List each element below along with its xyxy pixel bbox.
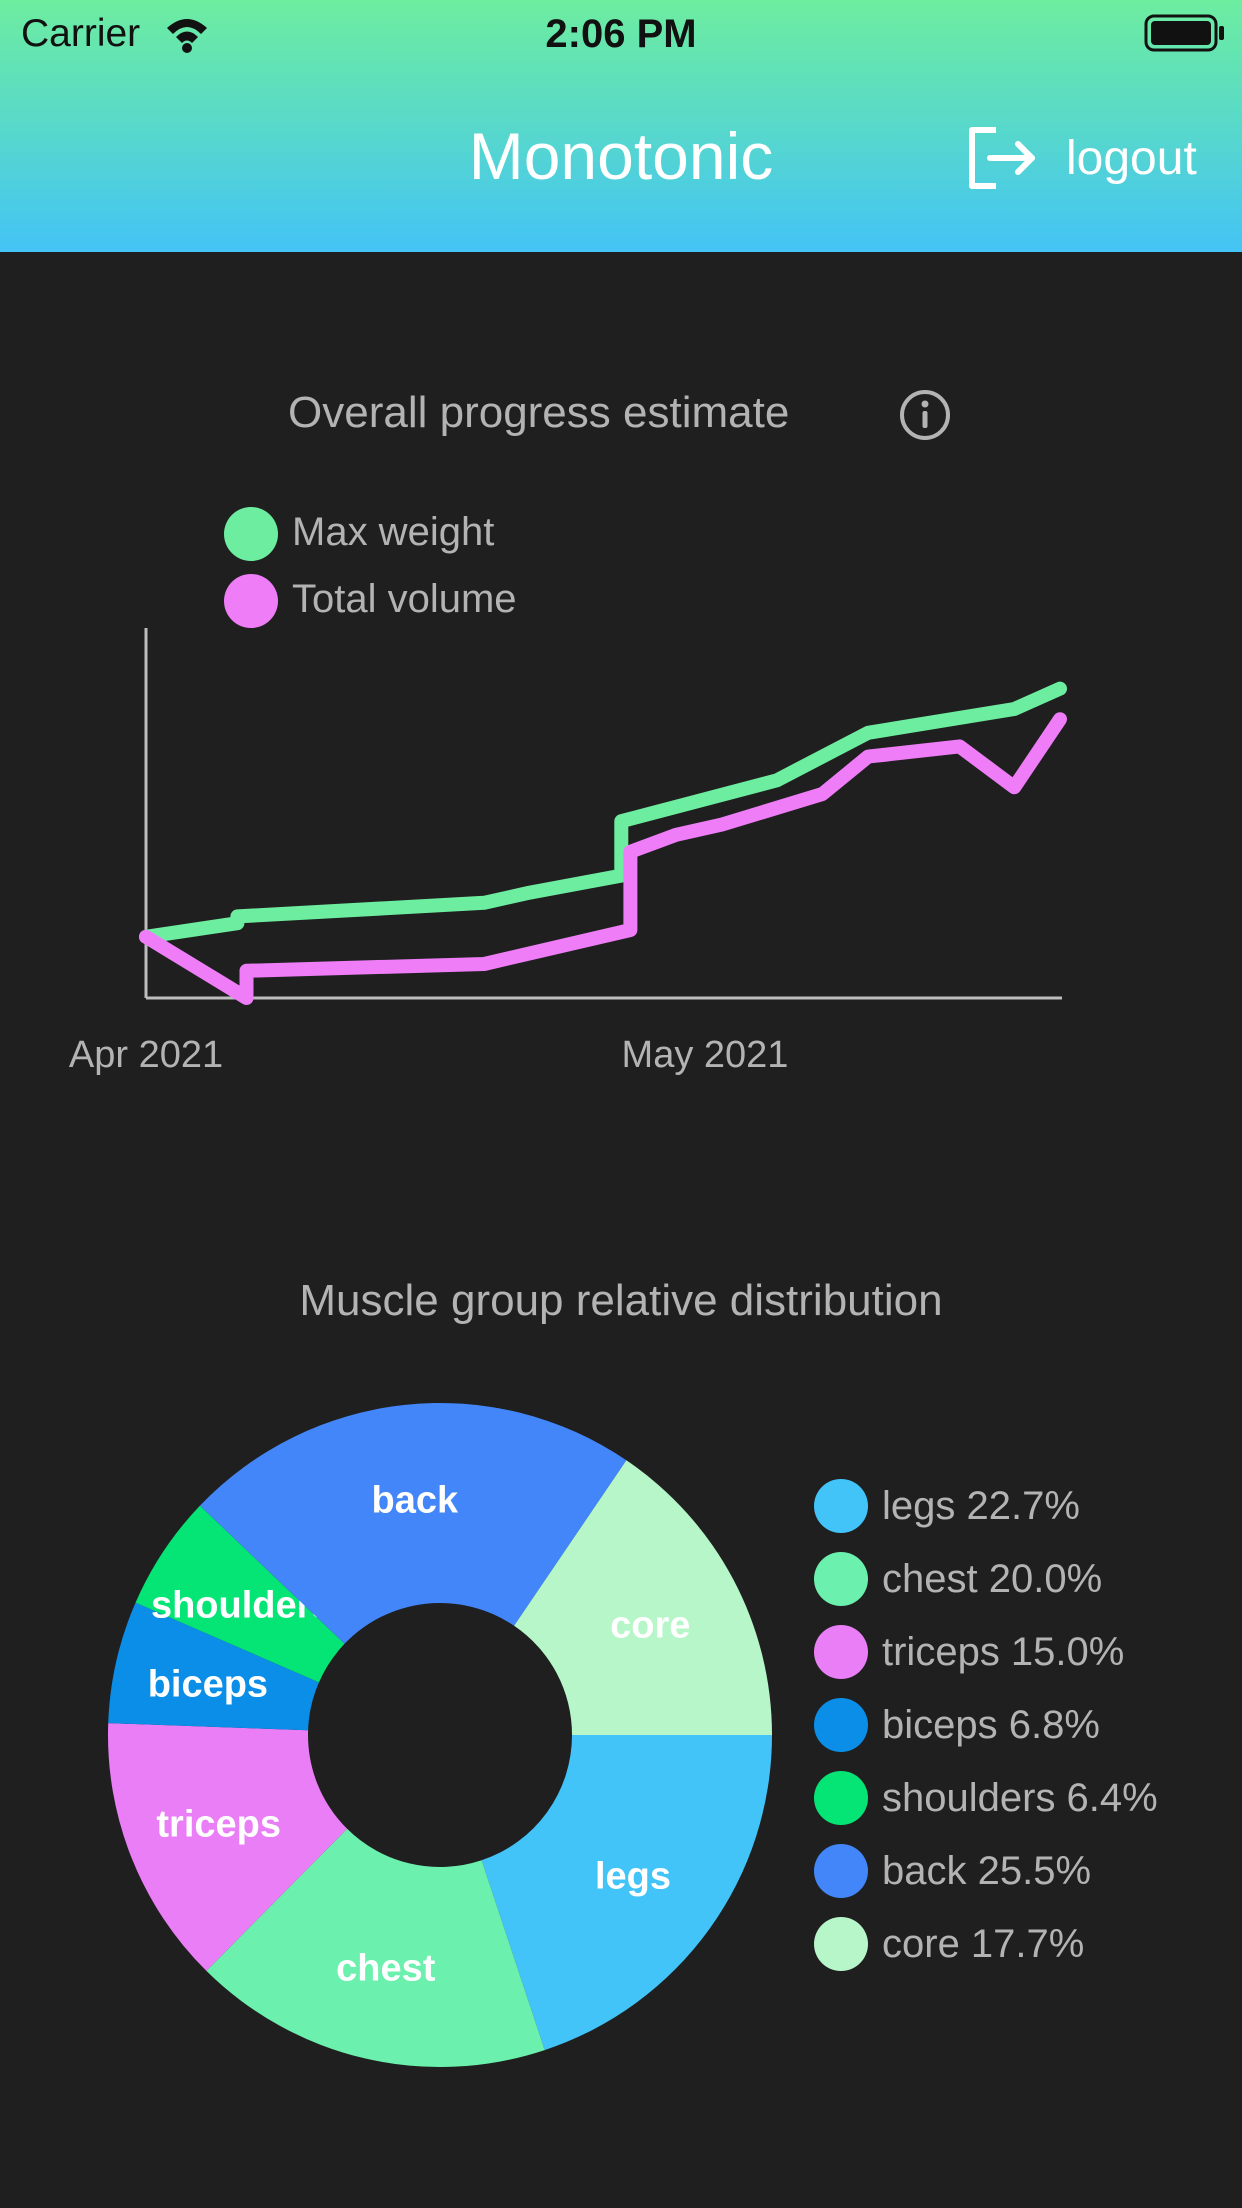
pie-legend-item-chest: chest 20.0%: [814, 1549, 1234, 1609]
pie-legend-item-shoulders: shoulders 6.4%: [814, 1768, 1234, 1828]
pie-legend-item-legs: legs 22.7%: [814, 1476, 1234, 1536]
x-tick-label: Apr 2021: [69, 1034, 223, 1076]
pie-legend-item-core: core 17.7%: [814, 1914, 1234, 1974]
wifi-icon: [167, 19, 207, 53]
progress-title: Overall progress estimate: [288, 388, 790, 437]
slice-label-chest: chest: [336, 1948, 436, 1990]
pie-legend-dot: [814, 1917, 868, 1971]
x-tick-label: May 2021: [622, 1034, 789, 1076]
progress-line-chart: Apr 2021 May 2021: [69, 628, 1067, 1076]
pie-legend-dot: [814, 1844, 868, 1898]
slice-label-back: back: [372, 1479, 459, 1521]
slice-legs: [481, 1735, 772, 2051]
pie-legend-label: back 25.5%: [882, 1848, 1092, 1893]
pie-legend-dot: [814, 1552, 868, 1606]
pie-legend-item-triceps: triceps 15.0%: [814, 1622, 1234, 1682]
pie-legend-label: legs 22.7%: [882, 1483, 1080, 1528]
slice-back: [199, 1403, 627, 1644]
pie-legend-label: chest 20.0%: [882, 1556, 1103, 1601]
pie-legend-dot: [814, 1625, 868, 1679]
slice-triceps: [107, 1723, 348, 1971]
logout-icon: [969, 127, 1035, 189]
slice-shoulders: [135, 1505, 345, 1683]
pie-legend-item-biceps: biceps 6.8%: [814, 1695, 1234, 1755]
distribution-title: Muscle group relative distribution: [299, 1276, 943, 1325]
series-line-total-volume: [139, 712, 1067, 1005]
slice-label-triceps: triceps: [156, 1804, 281, 1846]
logout-label: logout: [1066, 131, 1197, 185]
slice-core: [514, 1460, 772, 1735]
slice-biceps: [108, 1602, 319, 1731]
legend-max-weight-dot: [224, 507, 278, 561]
legend-max-weight-label: Max weight: [292, 510, 495, 554]
pie-legend-label: core 17.7%: [882, 1921, 1085, 1966]
series-line-max-weight: [139, 681, 1067, 944]
battery-icon: [1144, 14, 1224, 52]
info-icon[interactable]: [898, 388, 952, 442]
slice-label-legs: legs: [595, 1855, 671, 1897]
slice-label-core: core: [610, 1605, 690, 1647]
slice-chest: [206, 1828, 545, 2067]
logout-button[interactable]: logout: [966, 120, 1216, 196]
legend-total-volume-label: Total volume: [292, 577, 517, 621]
carrier-label: Carrier: [21, 12, 141, 55]
legend-total-volume-dot: [224, 574, 278, 628]
status-time: 2:06 PM: [545, 12, 697, 56]
pie-legend-label: biceps 6.8%: [882, 1702, 1100, 1747]
pie-legend-item-back: back 25.5%: [814, 1841, 1234, 1901]
pie-legend-dot: [814, 1698, 868, 1752]
pie-legend-label: triceps 15.0%: [882, 1629, 1125, 1674]
pie-legend-dot: [814, 1479, 868, 1533]
pie-legend-label: shoulders 6.4%: [882, 1775, 1158, 1820]
slice-label-biceps: biceps: [148, 1663, 268, 1705]
app-title: Monotonic: [468, 119, 774, 193]
app-header: Carrier 2:06 PM Monotonic logout: [0, 0, 1242, 252]
pie-legend-dot: [814, 1771, 868, 1825]
